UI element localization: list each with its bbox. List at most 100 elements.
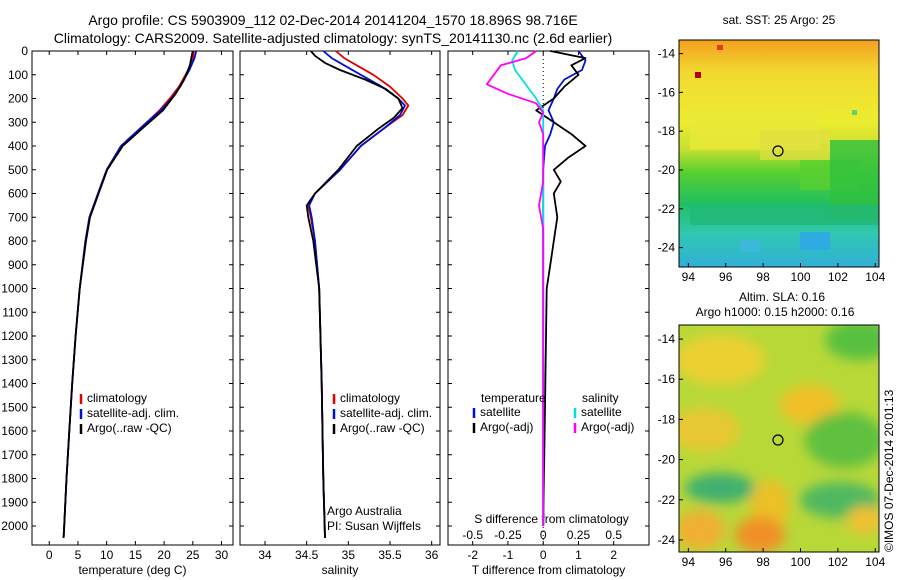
sla-ytick-label: -14 xyxy=(658,332,676,346)
imos-credit: ©IMOS 07-Dec-2014 20:01:13 xyxy=(882,389,896,552)
depth-tick-label: 1000 xyxy=(1,282,28,296)
difference-series-3 xyxy=(485,50,545,526)
depth-tick-label: 200 xyxy=(8,92,28,106)
temperature-legend-label: climatology xyxy=(87,391,147,405)
difference-series-0 xyxy=(542,50,587,526)
difference-panel: -2 -1 0 1 2T difference from climatology S di… xyxy=(447,50,650,577)
sla-xtick-label: 94 xyxy=(682,555,696,569)
sst-xtick-label: 98 xyxy=(756,270,770,284)
depth-tick-label: 1900 xyxy=(1,495,28,509)
depth-tick-label: 1400 xyxy=(1,377,28,391)
sst-xtick-label: 96 xyxy=(719,270,733,284)
sla-map: 94 96 98 100 102 104 -14 -16 -18 -20 -22 -24 Altim.… xyxy=(658,290,886,569)
temperature-xtick-label: 5 xyxy=(75,548,82,562)
sla-ytick-label: -22 xyxy=(658,493,676,507)
sla-map-title: Altim. SLA: 0.16 xyxy=(739,290,825,304)
difference-xtick-label: -2 xyxy=(467,548,478,562)
sla-map-field xyxy=(679,325,879,552)
temperature-series-0 xyxy=(62,50,195,538)
difference-s-label: S difference from climatology xyxy=(474,512,629,526)
sla-xtick-label: 102 xyxy=(828,555,848,569)
sst-argo-marker xyxy=(772,145,784,157)
depth-tick-label: 1300 xyxy=(1,353,28,367)
difference-s-tick-label: 0.25 xyxy=(567,528,591,542)
figure-subtitle: Climatology: CARS2009. Satellite-adjuste… xyxy=(54,30,612,46)
salinity-frame xyxy=(239,50,441,546)
depth-tick-label: 1700 xyxy=(1,448,28,462)
difference-xtick-label: 1 xyxy=(575,548,582,562)
sla-argo-marker xyxy=(772,434,784,446)
sla-ytick-label: -24 xyxy=(658,533,676,547)
temperature-xtick-label: 20 xyxy=(157,548,171,562)
salinity-legend-label: satellite-adj. clim. xyxy=(340,406,432,420)
sst-ytick-label: -24 xyxy=(658,241,676,255)
depth-tick-label: 1100 xyxy=(2,305,28,319)
figure-title: Argo profile: CS 5903909_112 02-Dec-2014… xyxy=(88,12,577,28)
temperature-xtick-label: 10 xyxy=(100,548,114,562)
temperature-xtick-label: 15 xyxy=(129,548,143,562)
sst-xtick-label: 104 xyxy=(865,270,885,284)
difference-xtick-label: -1 xyxy=(503,548,514,562)
temperature-series-1 xyxy=(62,50,198,538)
salinity-series-2 xyxy=(305,50,404,538)
sla-xtick-label: 104 xyxy=(865,555,885,569)
depth-tick-label: 1200 xyxy=(1,329,28,343)
temperature-panel: 0 5 10 15 20 25 300100200300400500600700800900… xyxy=(1,44,234,577)
diff-legend-sal-label: satellite xyxy=(581,405,622,419)
salinity-xtick-label: 34 xyxy=(258,548,272,562)
depth-tick-label: 300 xyxy=(8,115,28,129)
depth-tick-label: 1500 xyxy=(1,400,28,414)
difference-s-tick-label: -0.25 xyxy=(494,528,522,542)
difference-xtick-label: 0 xyxy=(540,548,547,562)
temperature-frame xyxy=(31,50,234,546)
sst-ytick-label: -16 xyxy=(658,85,676,99)
salinity-xtick-label: 35.5 xyxy=(378,548,402,562)
sla-xtick-label: 96 xyxy=(719,555,733,569)
salinity-xlabel: salinity xyxy=(322,563,359,577)
temperature-series-2 xyxy=(62,50,194,538)
sla-map-subtitle: Argo h1000: 0.15 h2000: 0.16 xyxy=(696,305,855,319)
sla-xtick-label: 100 xyxy=(790,555,810,569)
difference-xtick-label: 2 xyxy=(610,548,617,562)
sla-ytick-label: -20 xyxy=(658,453,676,467)
depth-tick-label: 900 xyxy=(8,258,28,272)
sst-ytick-label: -14 xyxy=(658,47,676,61)
sla-ytick-label: -16 xyxy=(658,372,676,386)
sst-ytick-label: -18 xyxy=(658,124,676,138)
diff-legend-temp-label: Argo(-adj) xyxy=(480,420,533,434)
salinity-panel: 34 34.5 35 35.5 36 salinity climatologysatelli… xyxy=(239,50,441,577)
sst-map-field xyxy=(679,40,879,267)
depth-tick-label: 1800 xyxy=(1,472,28,486)
temperature-xlabel: temperature (deg C) xyxy=(78,563,186,577)
diff-legend-sal-title: salinity xyxy=(582,391,619,405)
salinity-xtick-label: 35 xyxy=(342,548,356,562)
temperature-legend-label: satellite-adj. clim. xyxy=(87,406,179,420)
diff-legend-temp-title: temperature xyxy=(481,391,546,405)
sst-ytick-label: -20 xyxy=(658,163,676,177)
depth-tick-label: 100 xyxy=(8,68,28,82)
difference-series-1 xyxy=(535,50,587,527)
difference-xlabel: T difference from climatology xyxy=(472,563,626,577)
diff-legend-sal-label: Argo(-adj) xyxy=(581,420,634,434)
sst-xtick-label: 102 xyxy=(828,270,848,284)
difference-s-tick-label: -0.5 xyxy=(462,528,483,542)
depth-tick-label: 600 xyxy=(8,187,28,201)
sst-map: 94 96 98 100 102 104 -14 -16 -18 -20 -22 -24 sat. S… xyxy=(658,13,886,284)
salinity-legend-label: climatology xyxy=(340,391,400,405)
salinity-annotation: PI: Susan Wijffels xyxy=(327,519,421,533)
depth-tick-label: 500 xyxy=(8,163,28,177)
salinity-legend-label: Argo(..raw -QC) xyxy=(340,421,425,435)
salinity-xtick-label: 36 xyxy=(425,548,439,562)
temperature-xtick-label: 25 xyxy=(186,548,200,562)
depth-tick-label: 1600 xyxy=(1,424,28,438)
depth-tick-label: 2000 xyxy=(1,519,28,533)
temperature-xtick-label: 30 xyxy=(215,548,229,562)
difference-frame xyxy=(447,50,650,546)
sst-xtick-label: 100 xyxy=(790,270,810,284)
sst-ytick-label: -22 xyxy=(658,202,676,216)
salinity-xtick-label: 34.5 xyxy=(295,548,319,562)
sla-xtick-label: 98 xyxy=(756,555,770,569)
sla-ytick-label: -18 xyxy=(658,412,676,426)
diff-legend-temp-label: satellite xyxy=(480,405,521,419)
